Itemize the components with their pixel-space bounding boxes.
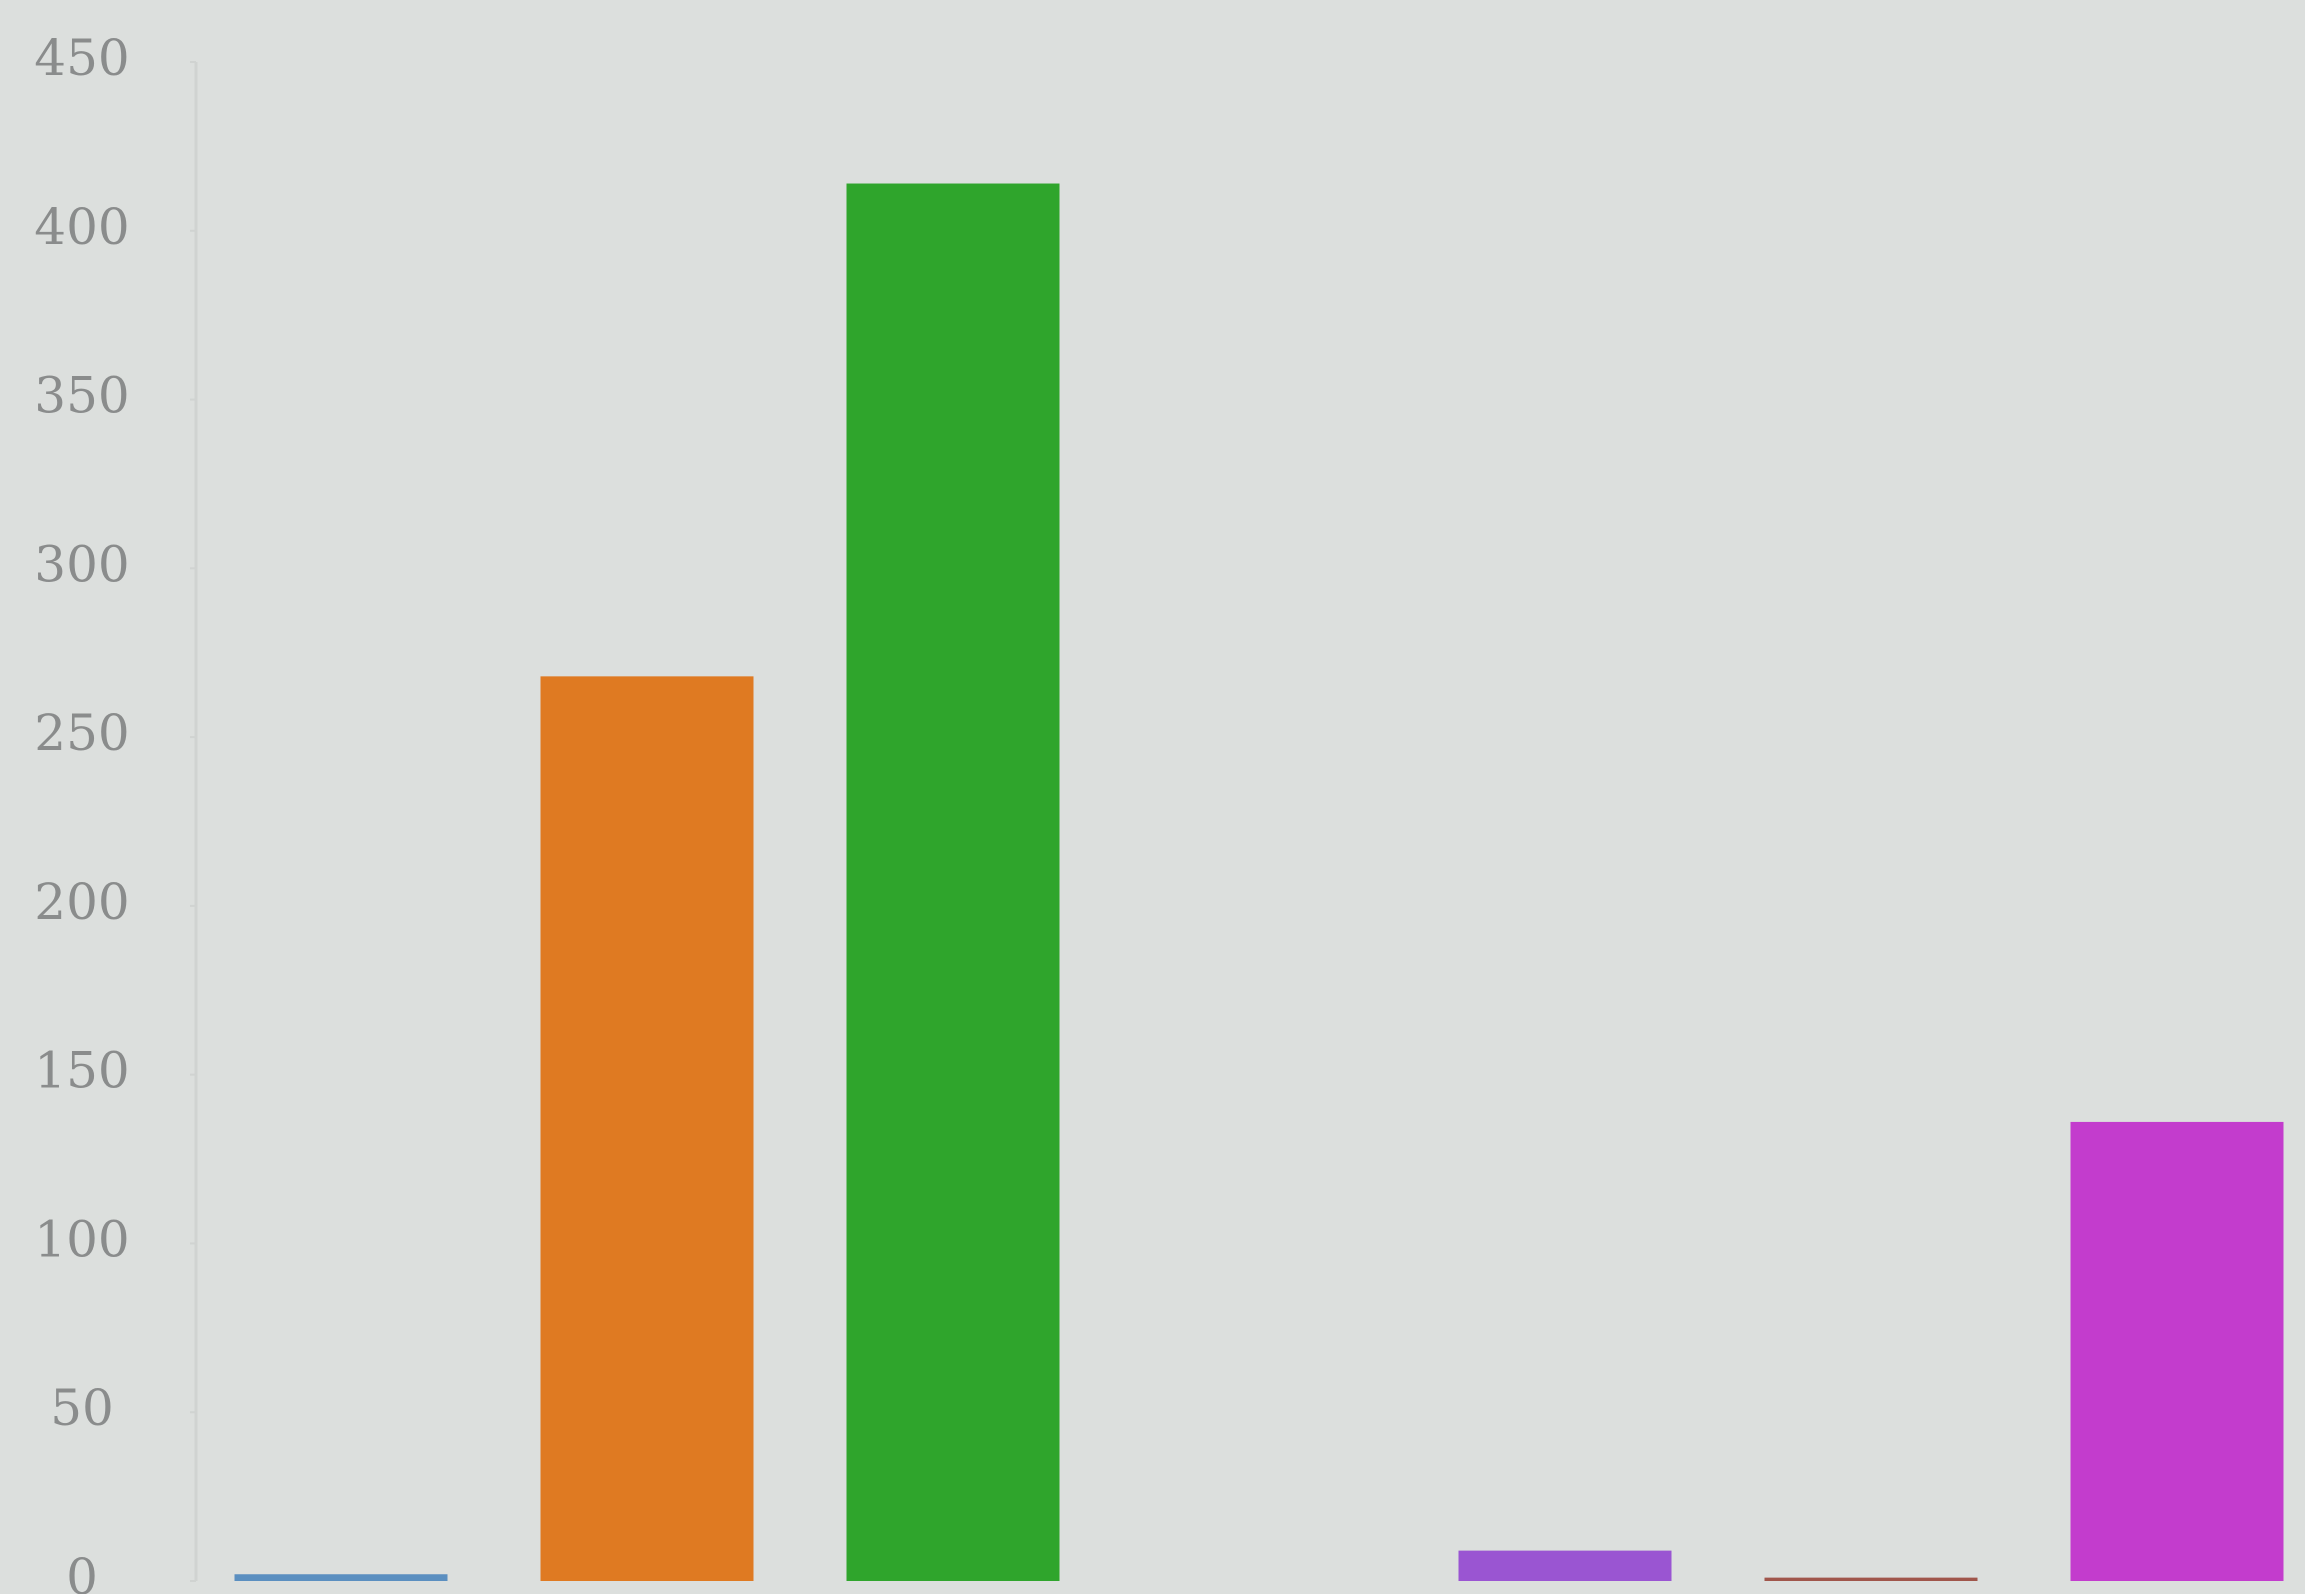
y-tick-label: 0 [66, 1548, 98, 1594]
y-tick-label: 100 [34, 1210, 129, 1268]
y-tick-label: 150 [34, 1042, 129, 1100]
bar [1764, 1577, 1978, 1581]
y-tick-label: 350 [34, 367, 129, 425]
y-tick-label: 400 [34, 198, 129, 256]
bar [2070, 1121, 2284, 1581]
bar [540, 676, 754, 1581]
y-tick-label: 450 [34, 29, 129, 87]
bar [846, 183, 1060, 1581]
y-tick-label: 300 [34, 535, 129, 593]
y-tick-label: 200 [34, 873, 129, 931]
y-tick-label: 250 [34, 704, 129, 762]
bar [234, 1574, 448, 1581]
bar [1458, 1550, 1672, 1581]
y-tick-label: 50 [50, 1379, 114, 1437]
